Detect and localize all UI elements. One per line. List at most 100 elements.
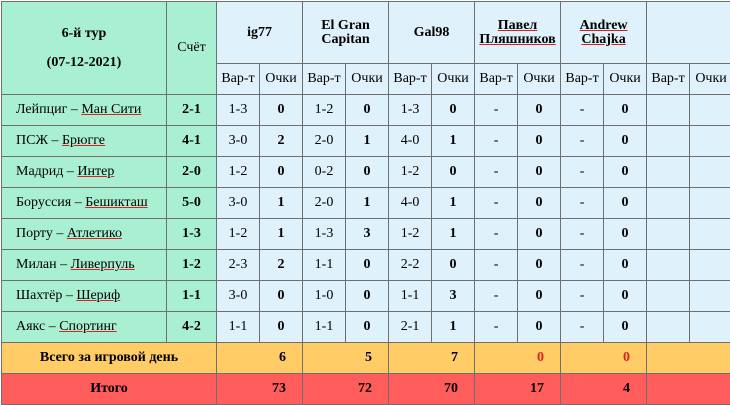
bet-variant: - — [561, 157, 604, 188]
bet-variant: 2-0 — [303, 188, 346, 219]
bet-variant: - — [475, 250, 518, 281]
round-title-cell: 6-й тур (07-12-2021) — [2, 2, 167, 95]
bet-points: 0 — [346, 281, 389, 312]
bet-variant: 1-2 — [217, 219, 260, 250]
points-header: Очки — [604, 64, 647, 95]
team-separator: – — [63, 164, 77, 179]
bet-points: 0 — [604, 312, 647, 343]
bet-variant — [647, 281, 690, 312]
bet-points: 0 — [518, 188, 561, 219]
home-team: Лейпциг — [16, 102, 67, 117]
bet-variant: - — [561, 250, 604, 281]
bet-points: 2 — [260, 126, 303, 157]
bet-variant — [647, 219, 690, 250]
bet-variant: - — [475, 312, 518, 343]
bet-points: 0 — [604, 250, 647, 281]
bet-variant: - — [561, 126, 604, 157]
bet-points: 0 — [518, 157, 561, 188]
bet-variant: - — [561, 95, 604, 126]
bet-variant: - — [475, 126, 518, 157]
match-cell: Лейпциг – Ман Сити — [2, 95, 167, 126]
variant-header: Вар-т — [217, 64, 260, 95]
variant-header: Вар-т — [303, 64, 346, 95]
bet-variant: 1-3 — [303, 219, 346, 250]
bet-points: 0 — [346, 157, 389, 188]
bet-variant — [647, 95, 690, 126]
bet-points: 0 — [604, 219, 647, 250]
bet-points: 0 — [260, 95, 303, 126]
bet-variant: 4-0 — [389, 126, 432, 157]
match-cell: Аякс – Спортинг — [2, 312, 167, 343]
bet-variant: 1-2 — [217, 157, 260, 188]
bet-points: 3 — [432, 281, 475, 312]
variant-header: Вар-т — [389, 64, 432, 95]
points-header: Очки — [260, 64, 303, 95]
bet-variant: 3-0 — [217, 281, 260, 312]
day-total-value: 6 — [217, 343, 303, 374]
header-row-players: 6-й тур (07-12-2021) Счёт ig77 El Gran C… — [2, 2, 730, 64]
bet-variant — [647, 126, 690, 157]
match-score: 2-1 — [167, 95, 217, 126]
bet-points: 1 — [260, 188, 303, 219]
bet-variant: 1-2 — [389, 219, 432, 250]
bet-variant: - — [475, 95, 518, 126]
match-cell: Шахтёр – Шериф — [2, 281, 167, 312]
bet-variant: 1-2 — [303, 95, 346, 126]
bet-points — [690, 126, 730, 157]
bet-variant: 2-2 — [389, 250, 432, 281]
bet-points — [690, 188, 730, 219]
player-name-5: Andrew Chajka — [561, 2, 647, 64]
player-name-2: El Gran Capitan — [303, 2, 389, 64]
bet-points: 0 — [432, 157, 475, 188]
bet-variant: 1-1 — [303, 250, 346, 281]
bet-points: 0 — [260, 281, 303, 312]
away-team: Спортинг — [59, 319, 117, 334]
bet-points: 0 — [518, 281, 561, 312]
variant-header: Вар-т — [647, 64, 690, 95]
match-score: 1-3 — [167, 219, 217, 250]
score-header: Счёт — [167, 2, 217, 95]
bet-points: 0 — [346, 312, 389, 343]
team-separator: – — [57, 257, 71, 272]
day-total-label: Всего за игровой день — [2, 343, 217, 374]
match-cell: Боруссия – Бешикташ — [2, 188, 167, 219]
home-team: Шахтёр — [16, 288, 62, 303]
match-cell: ПСЖ – Брюгге — [2, 126, 167, 157]
bet-points — [690, 95, 730, 126]
variant-header: Вар-т — [561, 64, 604, 95]
bet-points: 0 — [346, 95, 389, 126]
bet-points — [690, 219, 730, 250]
home-team: Милан — [16, 257, 57, 272]
bet-points — [690, 157, 730, 188]
match-score: 1-2 — [167, 250, 217, 281]
day-total-value — [647, 343, 730, 374]
player-name-6 — [647, 2, 730, 64]
bet-variant: 2-0 — [303, 126, 346, 157]
bet-points: 0 — [604, 157, 647, 188]
away-team: Бешикташ — [85, 195, 147, 210]
away-team: Ман Сити — [81, 102, 141, 117]
team-separator: – — [62, 288, 76, 303]
day-total-value: 0 — [561, 343, 647, 374]
bet-points: 1 — [432, 219, 475, 250]
bet-variant: - — [475, 157, 518, 188]
bet-points: 0 — [604, 188, 647, 219]
bet-points: 0 — [604, 281, 647, 312]
bet-variant — [647, 250, 690, 281]
away-team: Атлетико — [67, 226, 122, 241]
bet-points: 1 — [432, 126, 475, 157]
variant-header: Вар-т — [475, 64, 518, 95]
bet-points: 0 — [432, 250, 475, 281]
match-score: 1-1 — [167, 281, 217, 312]
home-team: Мадрид — [16, 164, 63, 179]
bet-variant: 1-1 — [303, 312, 346, 343]
home-team: Боруссия — [16, 195, 71, 210]
bet-points: 0 — [346, 250, 389, 281]
bet-points — [690, 250, 730, 281]
bet-variant — [647, 188, 690, 219]
bet-points: 0 — [518, 126, 561, 157]
bet-points: 1 — [346, 126, 389, 157]
